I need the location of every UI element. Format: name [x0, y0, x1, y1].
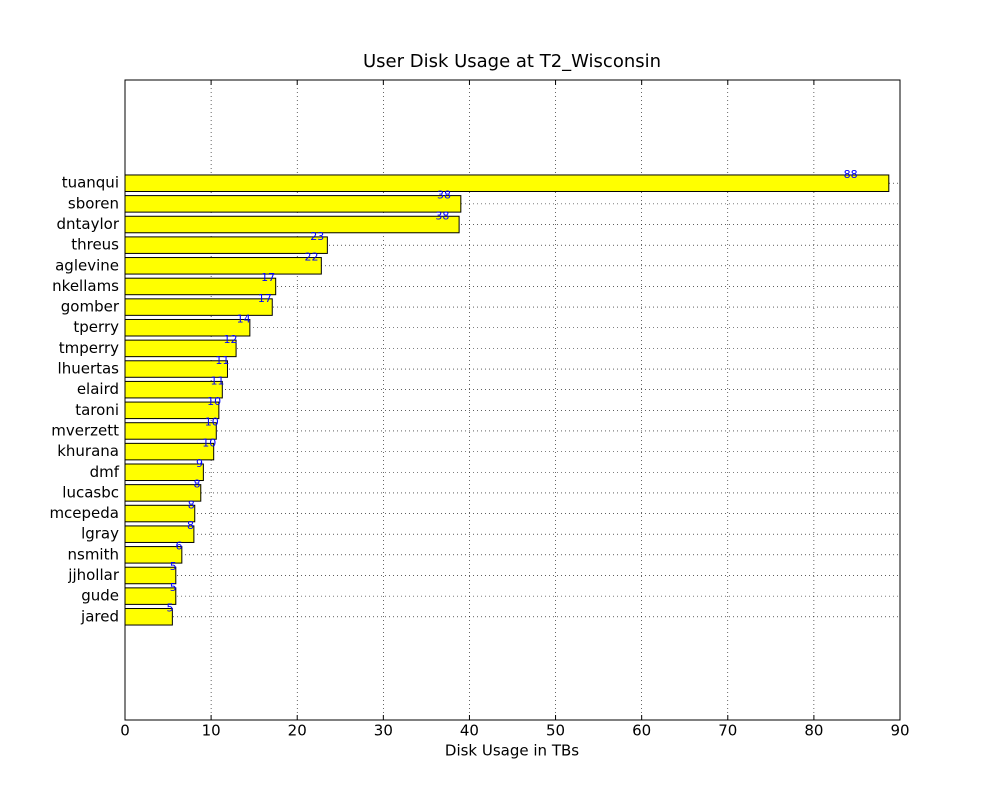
- x-tick-label: 30: [374, 722, 393, 740]
- y-tick-label: aglevine: [55, 256, 119, 274]
- chart-title: User Disk Usage at T2_Wisconsin: [363, 51, 661, 72]
- data-label: 22: [305, 251, 319, 264]
- data-label: 12: [224, 333, 238, 346]
- y-tick-label: gomber: [61, 298, 120, 316]
- y-tick-label: gude: [81, 587, 119, 605]
- y-tick-label: elaird: [77, 380, 119, 398]
- bar: [124, 195, 462, 213]
- data-label: 17: [261, 271, 275, 284]
- data-label: 11: [215, 354, 229, 367]
- bar: [124, 215, 460, 234]
- plot-frame: [124, 79, 901, 721]
- data-label: 8: [193, 478, 200, 491]
- bar: [124, 463, 204, 482]
- data-label: 5: [170, 581, 177, 594]
- x-tick-label: 20: [288, 722, 307, 740]
- y-tick-label: lhuertas: [58, 360, 120, 378]
- y-tick-label: nkellams: [52, 277, 119, 295]
- data-label: 6: [175, 540, 182, 553]
- bar: [124, 525, 195, 543]
- x-tick-label: 70: [718, 722, 737, 740]
- x-tick-label: 90: [890, 722, 909, 740]
- x-tick-label: 40: [460, 722, 479, 740]
- data-label: 11: [210, 374, 224, 387]
- data-label: 8: [187, 519, 194, 532]
- y-tick-label: dntaylor: [57, 215, 120, 233]
- y-tick-label: lgray: [81, 525, 119, 543]
- x-tick-label: 80: [804, 722, 823, 740]
- x-tick-label: 50: [546, 722, 565, 740]
- data-label: 10: [207, 395, 221, 408]
- x-tick-label: 0: [120, 722, 130, 740]
- data-label: 9: [196, 457, 203, 470]
- y-tick-label: nsmith: [68, 545, 120, 563]
- data-label: 5: [170, 560, 177, 573]
- data-label: 88: [844, 168, 858, 181]
- y-tick-label: mcepeda: [49, 504, 119, 522]
- y-tick-label: taroni: [75, 401, 119, 419]
- y-tick-label: sboren: [68, 194, 119, 212]
- y-tick-label: dmf: [90, 463, 120, 481]
- y-tick-label: jjhollar: [67, 566, 120, 584]
- y-tick-label: mverzett: [51, 421, 119, 439]
- data-label: 8: [188, 498, 195, 511]
- bar: [124, 277, 277, 296]
- data-label: 38: [437, 189, 451, 202]
- bar: [124, 174, 890, 192]
- y-tick-label: threus: [71, 236, 119, 254]
- x-tick-label: 10: [202, 722, 221, 740]
- y-tick-label: jared: [80, 607, 119, 625]
- bar: [124, 236, 328, 254]
- data-label: 17: [258, 292, 272, 305]
- data-label: 23: [310, 230, 324, 243]
- data-label: 38: [435, 209, 449, 222]
- data-label: 10: [202, 436, 216, 449]
- x-tick-label: 60: [632, 722, 651, 740]
- bar: [124, 566, 177, 585]
- bar: [124, 504, 196, 523]
- y-tick-label: tmperry: [59, 339, 119, 357]
- data-label: 5: [166, 602, 173, 615]
- bar: [124, 257, 322, 275]
- bar: [124, 608, 173, 626]
- y-tick-label: tuanqui: [62, 174, 119, 192]
- y-tick-label: khurana: [57, 442, 119, 460]
- y-tick-label: lucasbc: [62, 483, 119, 501]
- x-axis-label: Disk Usage in TBs: [445, 742, 579, 760]
- data-label: 14: [237, 312, 251, 325]
- y-tick-label: tperry: [73, 318, 119, 336]
- data-label: 10: [205, 416, 219, 429]
